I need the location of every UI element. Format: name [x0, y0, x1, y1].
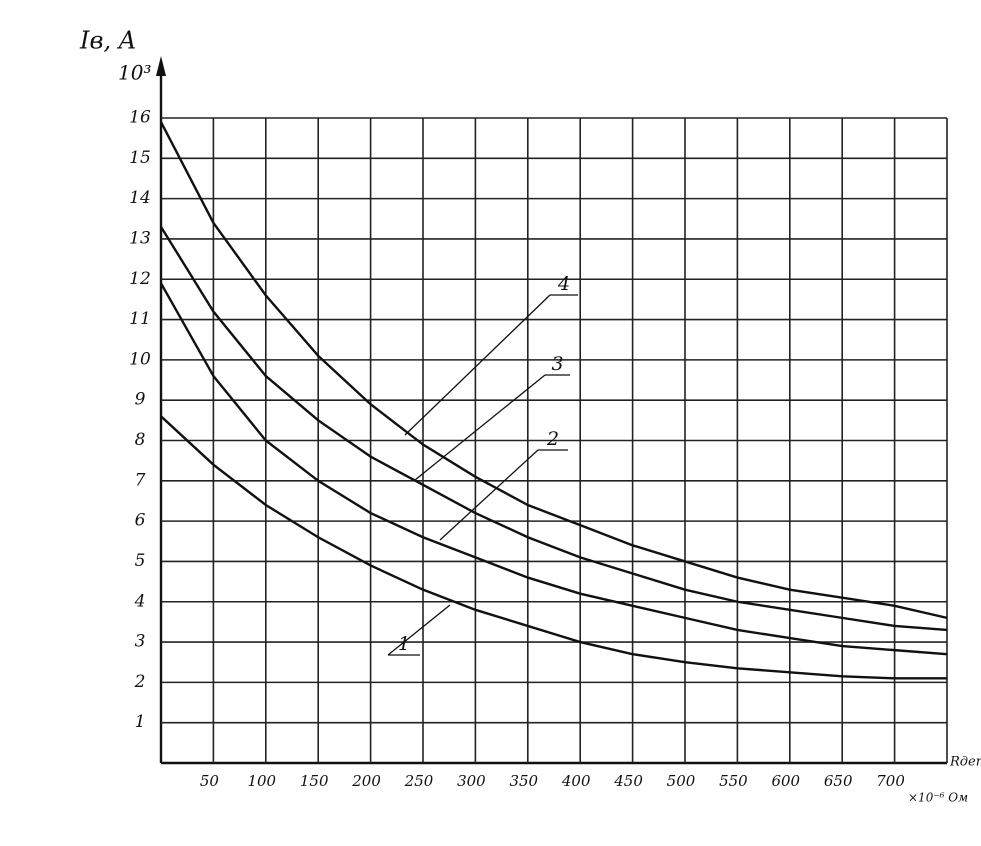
curve-label: 2: [546, 428, 559, 450]
curve: [159, 226, 948, 632]
x-axis-label: Rдет: [949, 755, 981, 770]
x-tick-label: 450: [613, 772, 643, 790]
y-tick-label: 7: [135, 470, 146, 490]
leader-line: [387, 604, 451, 656]
y-tick-label: 1: [135, 712, 146, 732]
curve-label: 3: [551, 353, 563, 375]
curve: [160, 415, 947, 680]
x-tick-label: 550: [719, 772, 748, 790]
curve-label: 1: [398, 633, 410, 655]
leader-line: [439, 449, 539, 541]
y-tick-label: 4: [134, 591, 146, 611]
x-tick-label: 250: [404, 772, 434, 790]
y-tick-label: 6: [135, 511, 146, 531]
y-tick-label: 11: [129, 309, 151, 329]
y-tick-label: 3: [135, 632, 146, 652]
x-tick-label: 50: [200, 772, 220, 790]
x-tick-label: 350: [509, 772, 538, 790]
y-tick-label: 15: [129, 148, 151, 168]
leader-line: [414, 374, 546, 481]
y-tick-label: 14: [129, 188, 151, 208]
y-tick-label: 5: [135, 551, 146, 571]
y-tick-label: 13: [129, 228, 151, 248]
y-axis-arrow: [156, 56, 166, 76]
x-axis-unit: ×10⁻⁶ Ом: [908, 791, 968, 805]
y-tick-label: 12: [129, 269, 151, 289]
x-tick-label: 100: [247, 772, 276, 790]
x-tick-label: 150: [300, 772, 329, 790]
y-axis-label: Iв, A: [79, 27, 136, 55]
y-axis-unit: 10³: [118, 61, 151, 85]
x-tick-label: 650: [824, 772, 853, 790]
curve: [159, 282, 948, 656]
curve-label: 4: [557, 273, 570, 295]
x-tick-label: 400: [561, 772, 591, 790]
x-tick-label: 300: [457, 772, 486, 790]
x-tick-label: 500: [667, 772, 696, 790]
x-tick-label: 600: [771, 772, 800, 790]
y-tick-label: 16: [129, 108, 151, 128]
x-tick-label: 700: [876, 772, 905, 790]
y-tick-label: 2: [134, 672, 146, 692]
y-tick-label: 10: [129, 349, 151, 369]
y-tick-label: 8: [135, 430, 146, 450]
leader-line: [404, 294, 551, 436]
x-tick-label: 200: [351, 772, 381, 790]
curve: [159, 121, 948, 620]
y-tick-label: 9: [135, 390, 146, 410]
